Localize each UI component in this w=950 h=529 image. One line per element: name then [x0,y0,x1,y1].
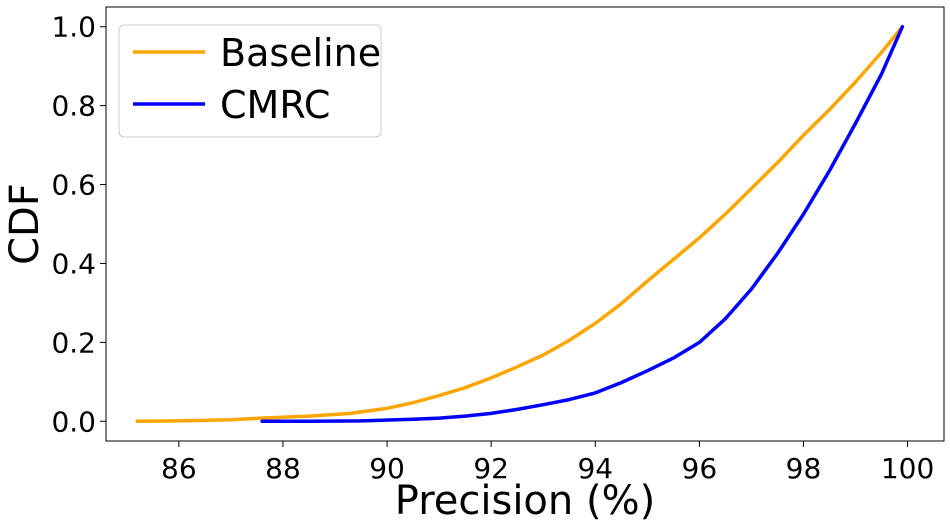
x-axis-ticks: 86 88 90 92 94 96 98 100 [161,441,934,485]
legend-label-cmrc: CMRC [220,83,330,127]
y-axis-title: CDF [2,183,48,265]
series-lines [135,24,905,424]
y-tick-label: 0.2 [51,326,96,359]
plot-area-frame [105,6,945,442]
y-tick-label: 0.4 [51,247,96,280]
x-tick-label: 100 [881,452,934,485]
legend-label-baseline: Baseline [220,31,381,75]
x-tick-label: 94 [577,452,613,485]
x-tick-label: 88 [265,452,301,485]
series-line-cmrc [260,24,905,424]
legend: Baseline CMRC [118,24,382,138]
x-tick-label: 92 [473,452,509,485]
x-tick-label: 90 [369,452,405,485]
y-tick-label: 0.6 [51,169,96,202]
series-line-baseline [135,24,905,424]
y-axis-ticks: 0.0 0.2 0.4 0.6 0.8 1.0 [51,11,106,438]
y-tick-label: 1.0 [51,11,96,44]
y-tick-label: 0.0 [51,405,96,438]
x-axis-title: Precision (%) [395,478,655,524]
y-tick-label: 0.8 [51,90,96,123]
x-tick-label: 96 [682,452,718,485]
x-tick-label: 86 [161,452,197,485]
x-tick-label: 98 [786,452,822,485]
